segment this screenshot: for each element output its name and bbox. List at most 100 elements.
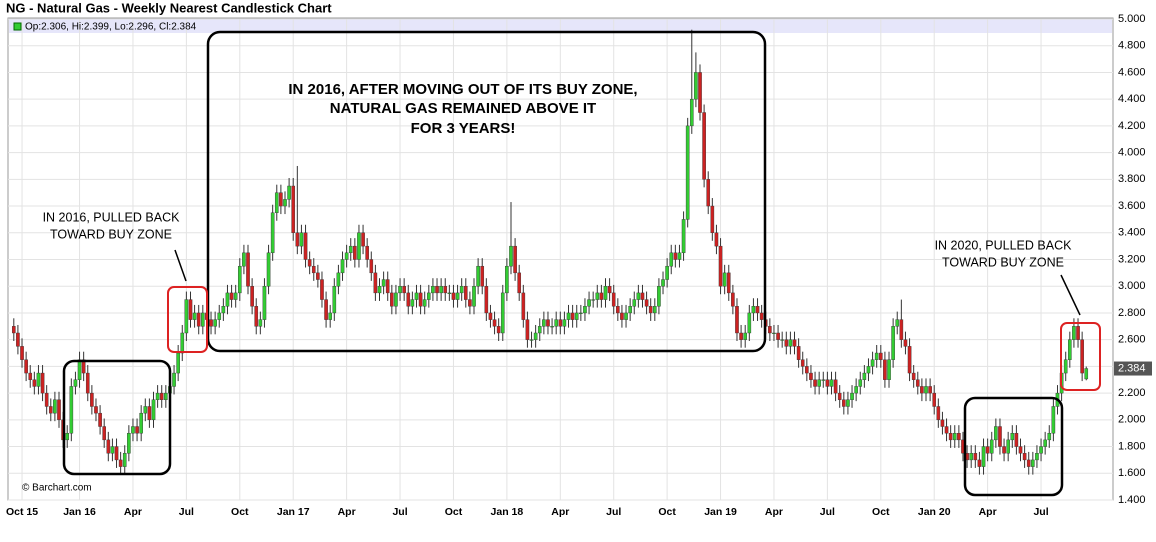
candle-body [77, 359, 82, 380]
y-tick-label: 4.000 [1118, 147, 1146, 159]
candle-body [69, 386, 74, 434]
candle-body [915, 379, 920, 387]
candle-body [151, 399, 156, 421]
candle-body [862, 372, 867, 380]
y-tick-label: 1.400 [1118, 494, 1146, 506]
candle-body [883, 359, 887, 380]
y-tick-label: 4.400 [1118, 93, 1146, 105]
candle-body [689, 98, 694, 127]
candle-body [977, 459, 982, 467]
buy-zone-box [62, 359, 172, 476]
candle-body [422, 299, 427, 307]
candle-body [899, 319, 904, 340]
candle-body [328, 312, 332, 320]
candle-body [291, 185, 296, 233]
candle-body [566, 312, 571, 320]
candle-body [451, 292, 456, 300]
candle-body [858, 379, 863, 387]
candle-body [299, 232, 304, 247]
candle-body [620, 312, 624, 320]
candle-body [381, 279, 386, 287]
candle-body [1039, 446, 1043, 454]
candle-body [850, 392, 854, 400]
buy-zone-box [963, 396, 1064, 497]
candle-body [496, 326, 501, 334]
candle-body [788, 339, 793, 347]
candles [11, 29, 1089, 475]
credit: © Barchart.com [22, 483, 92, 494]
candle-body [731, 292, 735, 307]
candle-body [213, 319, 217, 327]
candle-body [813, 379, 817, 387]
candle-body [488, 312, 493, 320]
candle-body [846, 399, 850, 407]
candle-body [287, 185, 291, 200]
candle-body [262, 286, 267, 320]
candle-body [702, 112, 706, 180]
candle-body [463, 286, 468, 300]
candle-body [1006, 439, 1010, 454]
candle-body [394, 292, 398, 307]
y-tick-label: 4.800 [1118, 40, 1146, 52]
x-tick-label: Jul [820, 506, 835, 518]
candle-body [509, 245, 513, 267]
candle-body [1010, 432, 1015, 441]
candle-body [587, 299, 591, 307]
candle-body [348, 245, 353, 254]
candle-body [1084, 368, 1089, 380]
candle-body [48, 406, 53, 414]
candle-body [480, 265, 485, 287]
candle-body [500, 292, 505, 334]
candle-body [776, 332, 780, 340]
candle-body [94, 406, 98, 414]
x-tick-label: Oct [231, 506, 249, 518]
candle-body [924, 386, 928, 394]
candle-body [279, 192, 283, 207]
candle-body [1031, 459, 1035, 467]
candle-body [410, 299, 415, 307]
candle-body [755, 306, 760, 314]
candle-body [53, 399, 57, 414]
candle-body [616, 306, 620, 314]
candle-body [418, 292, 423, 307]
candle-body [706, 179, 711, 207]
candle-body [648, 306, 653, 314]
candle-body [1026, 459, 1031, 467]
candle-body [217, 312, 222, 320]
candle-body [640, 292, 645, 300]
candle-body [611, 292, 616, 307]
candle-body [324, 299, 328, 320]
annotation: IN 2016, PULLED BACK [43, 210, 181, 224]
candle-body [164, 392, 168, 400]
candle-body [599, 292, 604, 300]
candle-body [644, 299, 649, 307]
x-tick-label: Apr [765, 506, 783, 518]
candle-body [28, 372, 33, 380]
candle-body [726, 272, 731, 294]
candle-body [1002, 446, 1006, 454]
candle-body [657, 286, 661, 307]
x-tick-label: Oct [658, 506, 676, 518]
candle-body [237, 265, 242, 294]
candle-body [311, 265, 316, 274]
candle-body [985, 446, 990, 454]
candle-body [118, 459, 123, 467]
candle-body [800, 359, 805, 367]
candle-body [188, 299, 193, 320]
y-tick-label: 2.800 [1118, 307, 1146, 319]
candle-body [135, 426, 139, 434]
candle-body [624, 312, 628, 320]
candle-body [102, 426, 106, 441]
y-tick-label: 4.600 [1118, 66, 1146, 78]
candle-body [344, 252, 349, 260]
candle-body [1047, 432, 1052, 441]
candle-body [447, 292, 452, 294]
candle-body [866, 366, 871, 374]
candle-body [20, 346, 24, 360]
candle-body [952, 432, 957, 441]
candle-body [792, 339, 797, 347]
candle-body [932, 392, 937, 407]
candle-body [1068, 339, 1072, 360]
candle-body [32, 379, 37, 387]
candle-body [402, 286, 406, 294]
